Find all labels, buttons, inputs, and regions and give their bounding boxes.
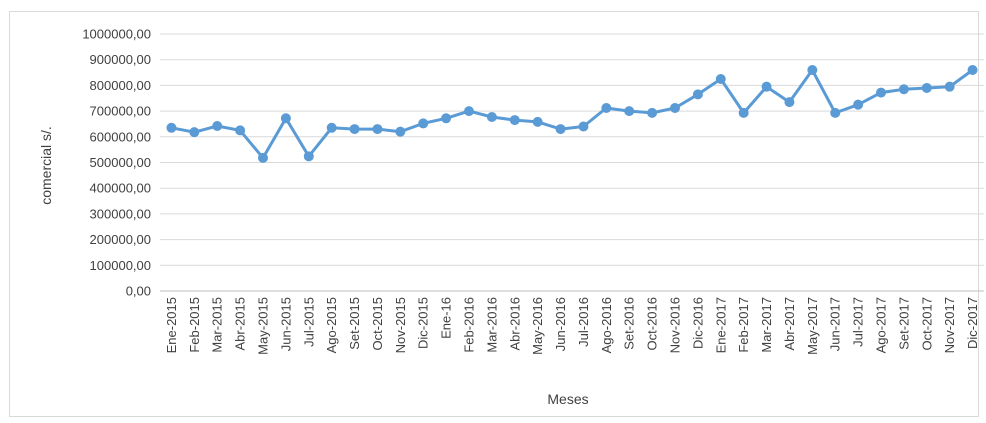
data-point (944, 81, 955, 92)
x-tick-label: Oct-2016 (645, 297, 660, 350)
y-tick-label: 400000,00 (90, 181, 151, 196)
data-point (807, 64, 818, 75)
data-point (372, 124, 383, 135)
y-axis-title: comercial s/. (38, 126, 54, 205)
x-tick-label: May-2016 (530, 297, 545, 355)
data-point (967, 64, 978, 75)
data-point (395, 126, 406, 137)
x-tick-label: Ene-16 (439, 297, 454, 339)
x-tick-label: Oct-2017 (919, 297, 934, 350)
x-tick-label: Jul-2016 (576, 297, 591, 347)
x-tick-label: Feb-2017 (736, 297, 751, 353)
x-tick-label: Jul-2017 (851, 297, 866, 347)
x-tick-label: Feb-2016 (462, 297, 477, 353)
data-point (349, 124, 360, 135)
y-tick-label: 100000,00 (90, 258, 151, 273)
data-point (761, 81, 772, 92)
x-axis-title: Meses (547, 391, 588, 407)
data-point (876, 87, 886, 98)
data-point (601, 103, 612, 114)
data-point (258, 152, 268, 163)
data-point (784, 97, 795, 108)
x-tick-label: Feb-2015 (187, 297, 202, 353)
x-tick-label: Dic-2016 (690, 297, 705, 349)
data-point (326, 122, 337, 133)
x-tick-label: Mar-2017 (759, 297, 774, 353)
x-tick-label: Nov-2016 (668, 297, 683, 353)
data-point (578, 121, 589, 132)
gridlines (160, 33, 984, 292)
y-tick-label: 1000000,00 (82, 27, 151, 42)
x-tick-label: Set-2015 (347, 297, 362, 350)
y-tick-label: 600000,00 (90, 129, 151, 144)
x-tick-label: Ago-2015 (324, 297, 339, 353)
x-tick-label: Abr-2016 (507, 297, 522, 350)
y-tick-label: 500000,00 (90, 155, 151, 170)
x-tick-label: Ene-2017 (713, 297, 728, 353)
data-point (166, 122, 177, 133)
data-point (418, 118, 429, 129)
data-point (738, 107, 749, 118)
data-point (212, 121, 223, 132)
y-tick-label: 800000,00 (90, 78, 151, 93)
x-tick-label: Oct-2015 (370, 297, 385, 350)
data-point (921, 82, 932, 93)
data-point (303, 151, 314, 162)
data-point (647, 107, 658, 118)
data-point (235, 125, 246, 136)
data-point (486, 112, 497, 123)
x-tick-label: Abr-2015 (233, 297, 248, 350)
x-axis-tick-labels: Ene-2015 Feb-2015 Mar-2015 Abr-2015 May-2015… (164, 297, 980, 355)
series-line-group (166, 64, 978, 163)
data-point (853, 99, 864, 110)
series-line (171, 68, 974, 160)
x-tick-label: Nov-2015 (393, 297, 408, 353)
y-tick-label: 0,00 (126, 284, 151, 299)
x-tick-label: Mar-2015 (210, 297, 225, 353)
x-tick-label: Set-2017 (896, 297, 911, 350)
x-tick-label: Dic-2015 (416, 297, 431, 349)
y-tick-label: 700000,00 (90, 104, 151, 119)
data-point (509, 115, 520, 126)
y-tick-label: 300000,00 (90, 206, 151, 221)
x-tick-label: Ene-2015 (164, 297, 179, 353)
data-point (670, 103, 680, 114)
data-point (624, 106, 635, 117)
x-tick-label: Nov-2017 (942, 297, 957, 353)
data-point (555, 124, 566, 135)
x-tick-label: Jun-2015 (278, 297, 293, 351)
x-tick-label: Jun-2017 (828, 297, 843, 351)
data-point (830, 107, 841, 118)
x-tick-label: Jun-2016 (553, 297, 568, 351)
data-point (898, 84, 909, 95)
x-tick-label: May-2015 (256, 297, 271, 355)
x-tick-label: Dic-2017 (965, 297, 980, 349)
data-point (532, 116, 543, 127)
data-point (441, 113, 452, 124)
x-tick-label: May-2017 (805, 297, 820, 355)
x-tick-label: Jul-2015 (301, 297, 316, 347)
data-point (692, 89, 703, 100)
data-point (280, 113, 291, 124)
x-tick-label: Ago-2016 (599, 297, 614, 353)
x-tick-label: Set-2016 (622, 297, 637, 350)
x-tick-label: Ago-2017 (874, 297, 889, 353)
y-tick-label: 900000,00 (90, 52, 151, 67)
x-tick-label: Abr-2017 (782, 297, 797, 350)
data-point (464, 106, 474, 117)
x-tick-label: Mar-2016 (484, 297, 499, 353)
y-tick-label: 200000,00 (90, 232, 151, 247)
y-axis-tick-labels: 0,00 100000,00 200000,00 300000,00 400000,00… (82, 27, 151, 299)
data-point (189, 127, 200, 138)
data-point (715, 73, 726, 84)
